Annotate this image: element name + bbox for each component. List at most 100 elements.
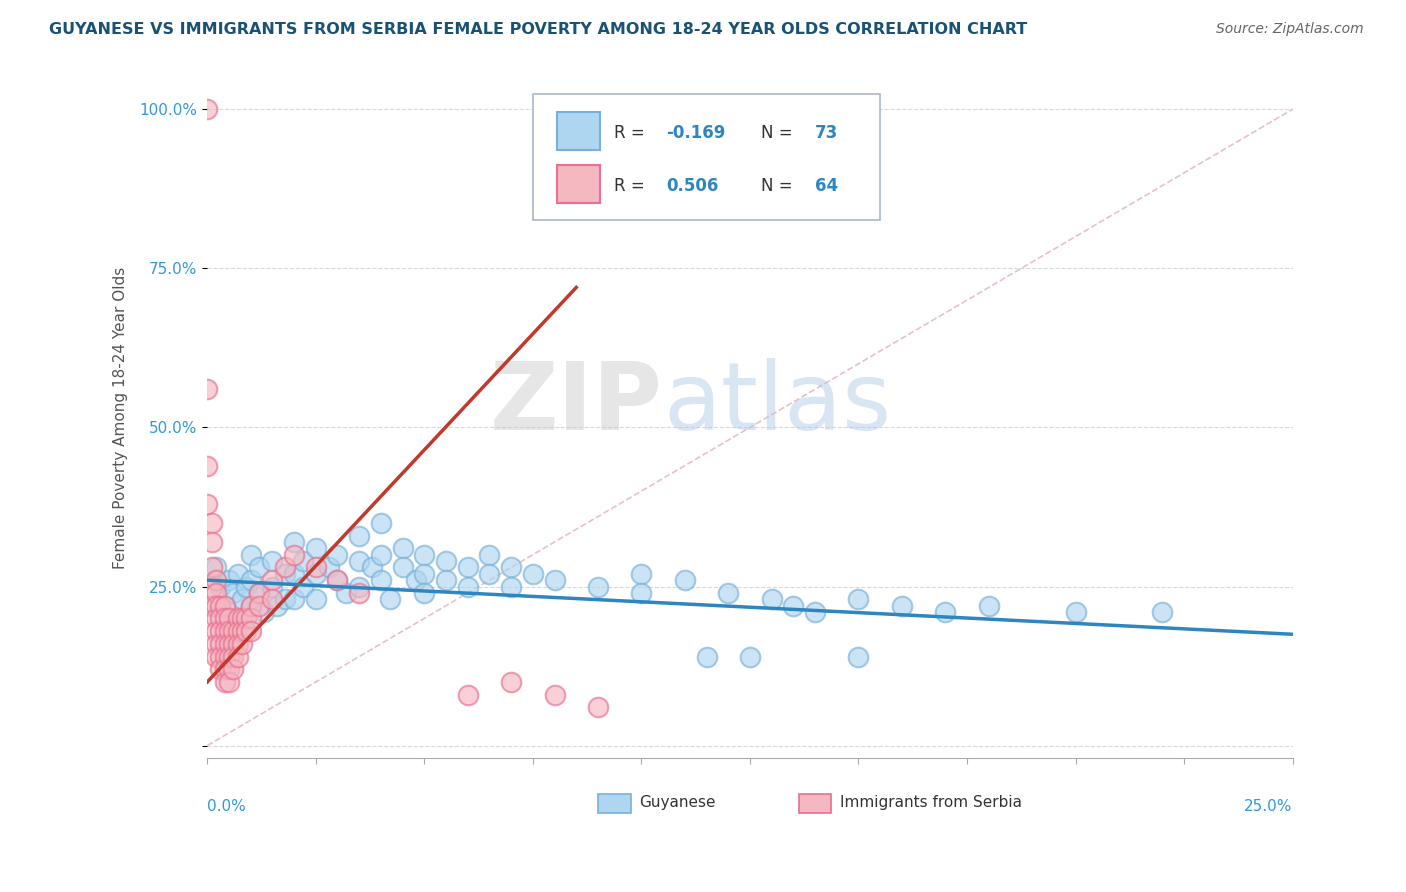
Point xyxy=(291,580,314,594)
Point xyxy=(283,592,305,607)
Point xyxy=(218,662,240,676)
Point xyxy=(478,566,501,581)
Point xyxy=(543,688,565,702)
Point xyxy=(586,580,609,594)
Point xyxy=(370,516,392,530)
Point xyxy=(457,688,479,702)
FancyBboxPatch shape xyxy=(533,95,880,220)
Point xyxy=(205,573,228,587)
Point xyxy=(214,611,236,625)
Point xyxy=(391,560,413,574)
Point xyxy=(413,586,436,600)
Point xyxy=(205,611,228,625)
Point xyxy=(347,580,370,594)
Point xyxy=(761,592,783,607)
Point xyxy=(226,624,249,638)
Text: 64: 64 xyxy=(815,177,838,194)
Point xyxy=(200,599,222,613)
Text: Guyanese: Guyanese xyxy=(640,795,716,810)
Text: -0.169: -0.169 xyxy=(666,124,725,142)
Point xyxy=(695,649,717,664)
Point xyxy=(457,560,479,574)
Bar xyxy=(557,165,600,202)
Text: 25.0%: 25.0% xyxy=(1244,799,1292,814)
Point xyxy=(218,611,240,625)
Point xyxy=(347,554,370,568)
Point xyxy=(231,611,253,625)
Y-axis label: Female Poverty Among 18-24 Year Olds: Female Poverty Among 18-24 Year Olds xyxy=(114,267,128,569)
Point xyxy=(934,605,956,619)
Point xyxy=(378,592,401,607)
Point xyxy=(222,637,245,651)
Point xyxy=(717,586,740,600)
Point xyxy=(239,611,262,625)
Point xyxy=(305,566,328,581)
Point xyxy=(218,675,240,690)
Point xyxy=(226,611,249,625)
Text: GUYANESE VS IMMIGRANTS FROM SERBIA FEMALE POVERTY AMONG 18-24 YEAR OLDS CORRELAT: GUYANESE VS IMMIGRANTS FROM SERBIA FEMAL… xyxy=(49,22,1028,37)
Point xyxy=(222,649,245,664)
Point xyxy=(782,599,804,613)
Point xyxy=(205,599,228,613)
Point xyxy=(434,554,457,568)
Point xyxy=(200,516,222,530)
Text: 0.0%: 0.0% xyxy=(207,799,246,814)
Point xyxy=(205,586,228,600)
Point xyxy=(266,599,288,613)
Point xyxy=(738,649,761,664)
Point xyxy=(239,548,262,562)
Point xyxy=(283,535,305,549)
Point xyxy=(231,592,253,607)
Point xyxy=(214,599,236,613)
Point xyxy=(586,700,609,714)
Point xyxy=(218,624,240,638)
Point xyxy=(231,624,253,638)
Point xyxy=(214,599,236,613)
Point xyxy=(543,573,565,587)
Point xyxy=(370,548,392,562)
Point xyxy=(195,102,218,116)
Point xyxy=(209,599,232,613)
Text: ZIP: ZIP xyxy=(491,359,664,450)
Point xyxy=(848,649,870,664)
Point xyxy=(222,586,245,600)
Point xyxy=(262,592,284,607)
Point xyxy=(501,675,523,690)
Point xyxy=(239,573,262,587)
Point xyxy=(239,599,262,613)
Point xyxy=(205,560,228,574)
Point xyxy=(274,560,297,574)
Point xyxy=(347,528,370,542)
Point xyxy=(195,497,218,511)
Point xyxy=(501,580,523,594)
Point xyxy=(247,586,270,600)
Point xyxy=(347,586,370,600)
Point xyxy=(214,675,236,690)
Point xyxy=(848,592,870,607)
Point xyxy=(262,573,284,587)
Text: R =: R = xyxy=(614,124,650,142)
Point xyxy=(262,580,284,594)
Point xyxy=(274,592,297,607)
Point xyxy=(890,599,912,613)
Point xyxy=(370,573,392,587)
Point xyxy=(200,580,222,594)
Point xyxy=(222,662,245,676)
Point xyxy=(305,592,328,607)
Point xyxy=(283,566,305,581)
Bar xyxy=(799,794,831,813)
Point xyxy=(305,541,328,556)
Point xyxy=(673,573,696,587)
Point xyxy=(214,637,236,651)
Point xyxy=(391,541,413,556)
Point xyxy=(209,649,232,664)
Point xyxy=(283,548,305,562)
Point xyxy=(218,611,240,625)
Point xyxy=(205,637,228,651)
Point xyxy=(239,599,262,613)
Point xyxy=(413,548,436,562)
Point xyxy=(457,580,479,594)
Point xyxy=(253,605,276,619)
Point xyxy=(231,637,253,651)
Point xyxy=(326,573,349,587)
